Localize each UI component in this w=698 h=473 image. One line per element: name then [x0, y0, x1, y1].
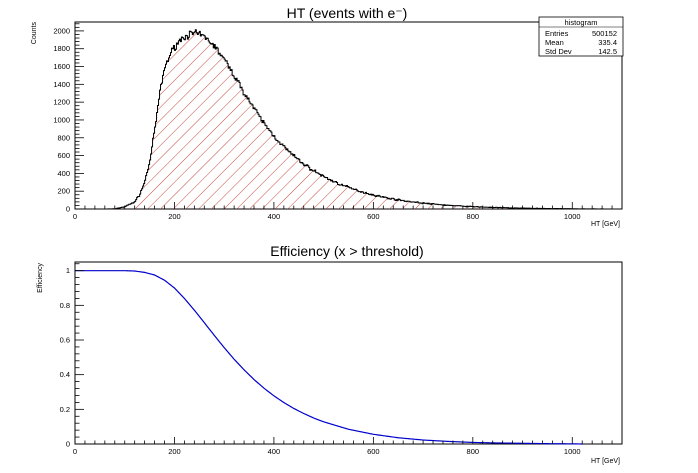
y-axis-label: Counts — [31, 22, 38, 45]
y-tick-label: 1600 — [53, 62, 70, 71]
histogram-line — [104, 29, 622, 210]
histogram-panel: HT (events with e⁻) 0 200 400 600 800 1000 0 2… — [31, 5, 624, 228]
x-tick-label: 800 — [467, 447, 480, 456]
y-axis-ticks: 0 0.2 0.4 0.6 0.8 1 — [60, 263, 84, 449]
chart-title: HT (events with e⁻) — [287, 5, 408, 21]
x-tick-label: 0 — [73, 447, 77, 456]
stats-label-mean: Mean — [545, 38, 564, 47]
efficiency-curve — [75, 270, 583, 445]
x-tick-label: 200 — [168, 212, 181, 221]
y-tick-label: 600 — [57, 151, 70, 160]
chart-title: Efficiency (x > threshold) — [270, 243, 423, 259]
x-tick-label: 1000 — [564, 212, 581, 221]
stats-value-mean: 335.4 — [598, 38, 617, 47]
y-tick-label: 1200 — [53, 98, 70, 107]
stats-value-entries: 500152 — [592, 29, 617, 38]
x-tick-label: 400 — [268, 212, 281, 221]
x-tick-label: 0 — [73, 212, 77, 221]
y-tick-label: 1800 — [53, 44, 70, 53]
stats-value-stddev: 142.5 — [598, 47, 617, 56]
x-axis-label: HT [GeV] — [591, 221, 620, 228]
y-axis-label: Efficiency — [37, 263, 44, 293]
x-tick-label: 200 — [168, 447, 181, 456]
y-tick-label: 400 — [57, 169, 70, 178]
stats-label-stddev: Std Dev — [545, 47, 572, 56]
y-tick-label: 0.6 — [60, 336, 70, 345]
stats-box-title: histogram — [565, 18, 598, 27]
y-tick-label: 1000 — [53, 115, 70, 124]
x-tick-label: 1000 — [564, 447, 581, 456]
y-tick-label: 800 — [57, 133, 70, 142]
stats-label-entries: Entries — [545, 29, 569, 38]
x-axis-ticks: 0 200 400 600 800 1000 — [73, 437, 623, 456]
y-tick-label: 0 — [66, 440, 70, 449]
x-axis-label: HT [GeV] — [591, 458, 620, 465]
y-tick-label: 1 — [66, 266, 70, 275]
y-tick-label: 0 — [66, 205, 70, 214]
x-tick-label: 400 — [268, 447, 281, 456]
y-tick-label: 0.2 — [60, 405, 70, 414]
plot-frame — [74, 261, 623, 445]
y-tick-label: 0.4 — [60, 370, 70, 379]
stats-box: histogram Entries 500152 Mean 335.4 Std … — [538, 16, 624, 57]
x-axis-ticks: 0 200 400 600 800 1000 — [73, 202, 623, 221]
y-axis-ticks: 0 200 400 600 800 1000 1200 1400 1600 1800 2000 — [53, 23, 84, 214]
x-tick-label: 600 — [367, 212, 380, 221]
x-tick-label: 800 — [467, 212, 480, 221]
histogram-fill — [104, 29, 623, 209]
y-tick-label: 200 — [57, 187, 70, 196]
y-tick-label: 2000 — [53, 26, 70, 35]
y-tick-label: 0.8 — [60, 301, 70, 310]
efficiency-panel: Efficiency (x > threshold) 0 200 400 600 800… — [37, 243, 623, 465]
y-tick-label: 1400 — [53, 80, 70, 89]
x-tick-label: 600 — [367, 447, 380, 456]
